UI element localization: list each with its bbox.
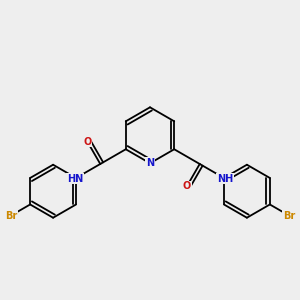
Text: NH: NH [217, 174, 233, 184]
Text: O: O [83, 136, 92, 146]
Text: HN: HN [67, 174, 83, 184]
Text: N: N [146, 158, 154, 168]
Text: Br: Br [283, 211, 295, 220]
Text: O: O [183, 182, 191, 191]
Text: Br: Br [5, 211, 17, 220]
